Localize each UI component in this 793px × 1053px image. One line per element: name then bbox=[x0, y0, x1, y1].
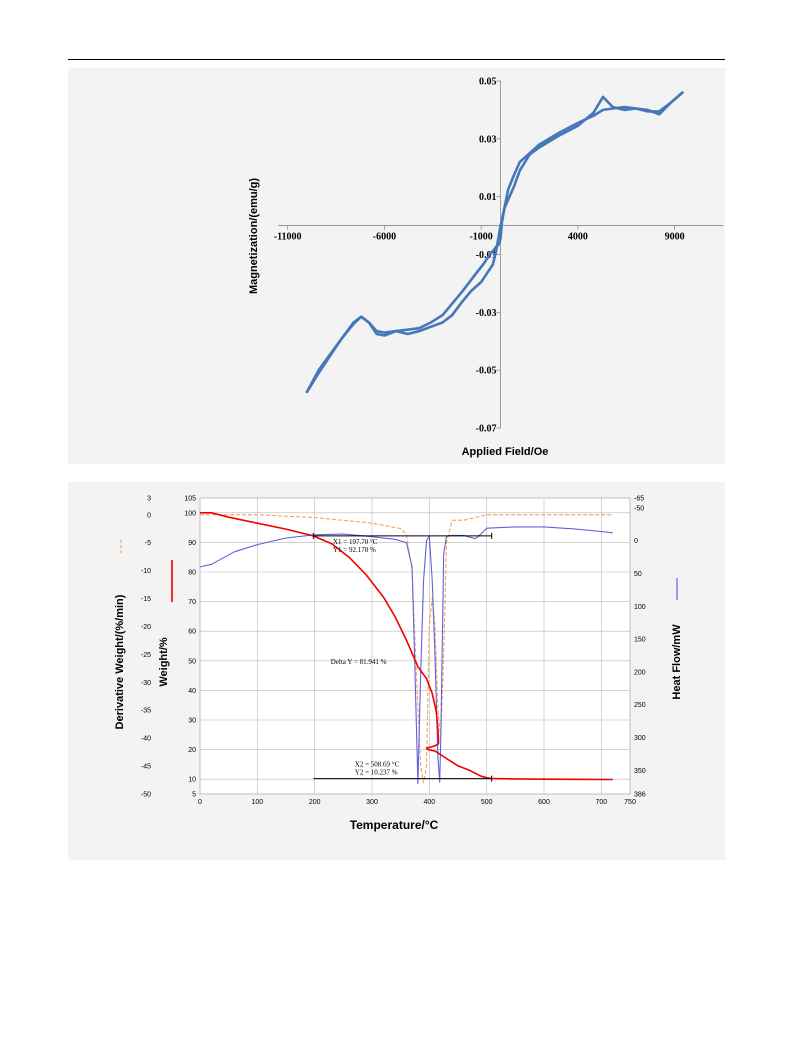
weight-tick-label: 20 bbox=[188, 747, 196, 754]
weight-tick-label: 90 bbox=[188, 540, 196, 547]
deriv-tick-label: -45 bbox=[141, 764, 151, 771]
weight-tick-label: 5 bbox=[192, 792, 196, 799]
x-tick-label: -1000 bbox=[469, 232, 492, 243]
hysteresis-chart-panel: -11000 -6000 -1000 4000 9000 0.05 0.03 0.01 -0.0… bbox=[68, 68, 725, 464]
weight-tick-label: 100 bbox=[184, 510, 196, 517]
x-tick-label: -11000 bbox=[274, 232, 302, 243]
y-tick-label: 0.03 bbox=[479, 134, 497, 145]
heat-flow-tick-label: -50 bbox=[634, 505, 644, 512]
annotation-y1: Y1 = 92.178 % bbox=[333, 546, 376, 554]
y-tick-label: -0.01 bbox=[476, 250, 497, 261]
hysteresis-branch-1 bbox=[305, 91, 684, 394]
weight-tick-label: 30 bbox=[188, 718, 196, 725]
header-rule bbox=[68, 59, 725, 60]
weight-tick-label: 50 bbox=[188, 658, 196, 665]
annotation-x1: X1 = 197.70 °C bbox=[333, 538, 378, 546]
y-axis-title: Magnetization/(emu/g) bbox=[248, 178, 260, 294]
hysteresis-chart: -11000 -6000 -1000 4000 9000 0.05 0.03 0.01 -0.0… bbox=[248, 77, 723, 458]
temperature-tick-label: 100 bbox=[251, 799, 263, 806]
weight-axis-title: Weight/% bbox=[158, 637, 170, 687]
temperature-tick-label: 400 bbox=[423, 799, 435, 806]
heat-flow-tick-label: 0 bbox=[634, 538, 638, 545]
weight-tick-label: 60 bbox=[188, 629, 196, 636]
deriv-tick-label: -10 bbox=[141, 568, 151, 575]
weight-tick-label: 105 bbox=[184, 496, 196, 503]
temperature-tick-label: 200 bbox=[309, 799, 321, 806]
deriv-tick-label: -25 bbox=[141, 652, 151, 659]
temperature-tick-label: 600 bbox=[538, 799, 550, 806]
heat-flow-curve bbox=[199, 526, 613, 785]
hysteresis-branch-2 bbox=[305, 91, 684, 394]
heat-flow-axis-title: Heat Flow/mW bbox=[671, 624, 683, 700]
annotation-y2: Y2 = 10.237 % bbox=[355, 769, 398, 777]
weight-tick-label: 40 bbox=[188, 688, 196, 695]
deriv-tick-label: -30 bbox=[141, 680, 151, 687]
x-tick-label: 9000 bbox=[665, 232, 685, 243]
temperature-tick-label: 500 bbox=[481, 799, 493, 806]
temperature-axis-title: Temperature/°C bbox=[350, 818, 439, 832]
heat-flow-tick-label: 386 bbox=[634, 792, 646, 799]
temperature-tick-label: 300 bbox=[366, 799, 378, 806]
y-tick-label: -0.03 bbox=[476, 308, 497, 319]
deriv-tick-label: -15 bbox=[141, 596, 151, 603]
deriv-tick-label: -35 bbox=[141, 708, 151, 715]
deriv-tick-label: 3 bbox=[147, 496, 151, 503]
deriv-tick-label: -5 bbox=[145, 540, 151, 547]
heat-flow-tick-label: 150 bbox=[634, 637, 646, 644]
weight-tick-label: 70 bbox=[188, 599, 196, 606]
heat-flow-tick-label: -65 bbox=[634, 496, 644, 503]
deriv-axis-title: Derivative Weight/(%/min) bbox=[114, 594, 126, 729]
temperature-tick-label: 0 bbox=[198, 799, 202, 806]
tga-dsc-chart-panel: 105 100 90 80 70 60 50 40 30 20 10 5 0 100 200 300 400 50… bbox=[68, 482, 725, 860]
x-tick-label: 4000 bbox=[568, 232, 588, 243]
deriv-tick-label: -20 bbox=[141, 624, 151, 631]
weight-curve bbox=[200, 511, 613, 781]
weight-tick-label: 80 bbox=[188, 570, 196, 577]
weight-tick-label: 10 bbox=[188, 777, 196, 784]
deriv-tick-label: -50 bbox=[141, 792, 151, 799]
heat-flow-tick-label: 200 bbox=[634, 669, 646, 676]
deriv-tick-label: 0 bbox=[147, 512, 151, 519]
y-tick-label: 0.01 bbox=[479, 192, 497, 203]
heat-flow-tick-label: 300 bbox=[634, 735, 646, 742]
annotation-x2: X2 = 508.69 °C bbox=[355, 761, 400, 769]
heat-flow-tick-label: 100 bbox=[634, 604, 646, 611]
annotation-delta-y: Delta Y = 81.941 % bbox=[331, 658, 387, 666]
heat-flow-tick-label: 50 bbox=[634, 571, 642, 578]
deriv-tick-label: -40 bbox=[141, 736, 151, 743]
heat-flow-tick-label: 250 bbox=[634, 702, 646, 709]
x-tick-label: -6000 bbox=[373, 232, 396, 243]
y-tick-label: 0.05 bbox=[479, 77, 497, 88]
y-tick-label: -0.05 bbox=[476, 366, 497, 377]
y-tick-label: -0.07 bbox=[476, 424, 497, 435]
temperature-tick-label: 700 bbox=[595, 799, 607, 806]
temperature-tick-label: 750 bbox=[624, 799, 636, 806]
x-axis-title: Applied Field/Oe bbox=[462, 446, 549, 458]
heat-flow-tick-label: 350 bbox=[634, 768, 646, 775]
